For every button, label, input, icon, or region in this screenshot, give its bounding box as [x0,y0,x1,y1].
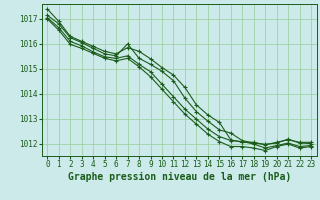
X-axis label: Graphe pression niveau de la mer (hPa): Graphe pression niveau de la mer (hPa) [68,172,291,182]
